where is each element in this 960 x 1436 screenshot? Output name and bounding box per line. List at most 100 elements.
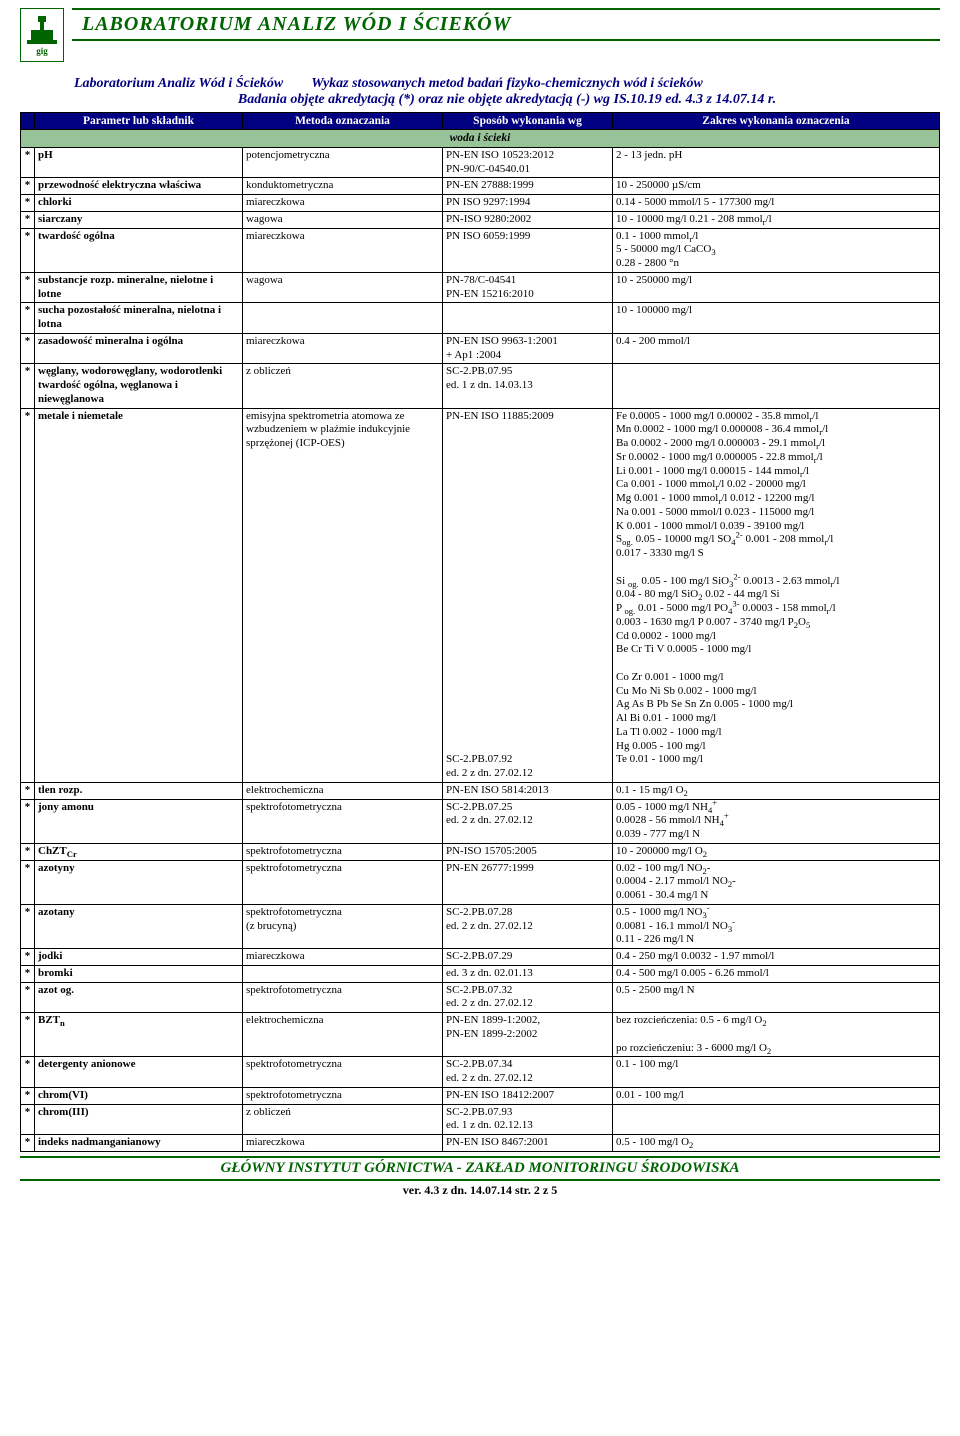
cell-star: * — [21, 333, 35, 364]
cell-star: * — [21, 843, 35, 860]
table-row: *pHpotencjometrycznaPN-EN ISO 10523:2012… — [21, 147, 940, 178]
cell-param: tlen rozp. — [35, 782, 243, 799]
cell-zakres: 0.1 - 1000 mmolr/l5 - 50000 mg/l CaCO30.… — [613, 228, 940, 272]
cell-star: * — [21, 211, 35, 228]
footer-line: GŁÓWNY INSTYTUT GÓRNICTWA - ZAKŁAD MONIT… — [20, 1156, 940, 1181]
cell-param: jodki — [35, 949, 243, 966]
cell-param: metale i niemetale — [35, 408, 243, 782]
cell-param: chrom(VI) — [35, 1087, 243, 1104]
cell-method: spektrofotometryczna — [243, 860, 443, 904]
cell-method: spektrofotometryczna — [243, 1087, 443, 1104]
cell-param: chrom(III) — [35, 1104, 243, 1135]
cell-zakres: 10 - 200000 mg/l O2 — [613, 843, 940, 860]
cell-sposob: PN-EN ISO 10523:2012PN-90/C-04540.01 — [443, 147, 613, 178]
cell-method: miareczkowa — [243, 228, 443, 272]
cell-method — [243, 965, 443, 982]
cell-zakres: bez rozcieńczenia: 0.5 - 6 mg/l O2po roz… — [613, 1013, 940, 1057]
cell-sposob: PN-EN ISO 11885:2009SC-2.PB.07.92ed. 2 z… — [443, 408, 613, 782]
cell-method: potencjometryczna — [243, 147, 443, 178]
cell-star: * — [21, 904, 35, 948]
cell-method: miareczkowa — [243, 195, 443, 212]
cell-sposob: SC-2.PB.07.25ed. 2 z dn. 27.02.12 — [443, 799, 613, 843]
cell-star: * — [21, 147, 35, 178]
cell-zakres: 0.1 - 15 mg/l O2 — [613, 782, 940, 799]
cell-param: chlorki — [35, 195, 243, 212]
table-row: *węglany, wodorowęglany, wodorotlenkitwa… — [21, 364, 940, 408]
cell-zakres: 0.05 - 1000 mg/l NH4+0.0028 - 56 mmol/l … — [613, 799, 940, 843]
svg-text:gig: gig — [36, 46, 48, 56]
cell-sposob: SC-2.PB.07.34ed. 2 z dn. 27.02.12 — [443, 1057, 613, 1088]
cell-param: węglany, wodorowęglany, wodorotlenkitwar… — [35, 364, 243, 408]
cell-param: bromki — [35, 965, 243, 982]
cell-sposob: PN-78/C-04541PN-EN 15216:2010 — [443, 272, 613, 303]
cell-sposob: PN-EN 26777:1999 — [443, 860, 613, 904]
table-row: *azot og.spektrofotometrycznaSC-2.PB.07.… — [21, 982, 940, 1013]
footer-version: ver. 4.3 z dn. 14.07.14 str. 2 z 5 — [20, 1183, 940, 1198]
cell-method: miareczkowa — [243, 949, 443, 966]
cell-param: twardość ogólna — [35, 228, 243, 272]
cell-method: wagowa — [243, 272, 443, 303]
cell-star: * — [21, 1087, 35, 1104]
cell-sposob: PN-EN ISO 5814:2013 — [443, 782, 613, 799]
cell-method: miareczkowa — [243, 1135, 443, 1152]
table-row: *substancje rozp. mineralne, nielotne i … — [21, 272, 940, 303]
cell-star: * — [21, 303, 35, 334]
cell-sposob: PN-EN 27888:1999 — [443, 178, 613, 195]
table-row: *chrom(III)z obliczeńSC-2.PB.07.93ed. 1 … — [21, 1104, 940, 1135]
cell-sposob: PN-EN ISO 9963-1:2001+ Ap1 :2004 — [443, 333, 613, 364]
cell-method: z obliczeń — [243, 364, 443, 408]
cell-star: * — [21, 965, 35, 982]
table-row: *sucha pozostałość mineralna, nielotna i… — [21, 303, 940, 334]
table-row: *azotanyspektrofotometryczna(z brucyną)S… — [21, 904, 940, 948]
table-row: *jodkimiareczkowaSC-2.PB.07.290.4 - 250 … — [21, 949, 940, 966]
banner-title: LABORATORIUM ANALIZ WÓD I ŚCIEKÓW — [72, 8, 940, 41]
cell-param: siarczany — [35, 211, 243, 228]
cell-star: * — [21, 949, 35, 966]
cell-star: * — [21, 272, 35, 303]
cell-param: substancje rozp. mineralne, nielotne i l… — [35, 272, 243, 303]
cell-zakres — [613, 1104, 940, 1135]
cell-zakres: 0.4 - 500 mg/l 0.005 - 6.26 mmol/l — [613, 965, 940, 982]
cell-method: spektrofotometryczna — [243, 1057, 443, 1088]
table-row: *metale i niemetaleemisyjna spektrometri… — [21, 408, 940, 782]
cell-star: * — [21, 364, 35, 408]
cell-zakres: 0.14 - 5000 mmol/l 5 - 177300 mg/l — [613, 195, 940, 212]
cell-star: * — [21, 1135, 35, 1152]
section-row: woda i ścieki — [21, 130, 940, 147]
cell-param: azot og. — [35, 982, 243, 1013]
cell-param: detergenty anionowe — [35, 1057, 243, 1088]
cell-sposob: ed. 3 z dn. 02.01.13 — [443, 965, 613, 982]
cell-star: * — [21, 228, 35, 272]
cell-zakres: 10 - 250000 µS/cm — [613, 178, 940, 195]
table-row: *detergenty anionowespektrofotometryczna… — [21, 1057, 940, 1088]
table-row: *indeks nadmanganianowymiareczkowaPN-EN … — [21, 1135, 940, 1152]
cell-sposob: SC-2.PB.07.95ed. 1 z dn. 14.03.13 — [443, 364, 613, 408]
cell-param: BZTn — [35, 1013, 243, 1057]
cell-param: zasadowość mineralna i ogólna — [35, 333, 243, 364]
table-row: *bromki ed. 3 z dn. 02.01.130.4 - 500 mg/… — [21, 965, 940, 982]
table-row: *chlorkimiareczkowaPN ISO 9297:19940.14 … — [21, 195, 940, 212]
table-row: *zasadowość mineralna i ogólnamiareczkow… — [21, 333, 940, 364]
header: gig LABORATORIUM ANALIZ WÓD I ŚCIEKÓW — [20, 8, 940, 62]
cell-sposob: PN-EN 1899-1:2002,PN-EN 1899-2:2002 — [443, 1013, 613, 1057]
cell-sposob: SC-2.PB.07.32ed. 2 z dn. 27.02.12 — [443, 982, 613, 1013]
cell-sposob: PN-ISO 9280:2002 — [443, 211, 613, 228]
cell-star: * — [21, 782, 35, 799]
cell-method: elektrochemiczna — [243, 1013, 443, 1057]
cell-zakres — [613, 364, 940, 408]
cell-zakres: 0.4 - 200 mmol/l — [613, 333, 940, 364]
table-row: *przewodność elektryczna właściwakondukt… — [21, 178, 940, 195]
cell-zakres: Fe 0.0005 - 1000 mg/l 0.00002 - 35.8 mmo… — [613, 408, 940, 782]
table-row: *jony amonuspektrofotometrycznaSC-2.PB.0… — [21, 799, 940, 843]
cell-method: spektrofotometryczna(z brucyną) — [243, 904, 443, 948]
cell-param: jony amonu — [35, 799, 243, 843]
cell-zakres: 0.5 - 100 mg/l O2 — [613, 1135, 940, 1152]
cell-param: indeks nadmanganianowy — [35, 1135, 243, 1152]
cell-star: * — [21, 799, 35, 843]
cell-param: azotyny — [35, 860, 243, 904]
cell-sposob — [443, 303, 613, 334]
table-header-row: Parametr lub składnik Metoda oznaczania … — [21, 113, 940, 130]
cell-zakres: 0.5 - 1000 mg/l NO3-0.0081 - 16.1 mmol/l… — [613, 904, 940, 948]
lab-name: Laboratorium Analiz Wód i Ścieków — [74, 76, 283, 92]
cell-sposob: SC-2.PB.07.28ed. 2 z dn. 27.02.12 — [443, 904, 613, 948]
